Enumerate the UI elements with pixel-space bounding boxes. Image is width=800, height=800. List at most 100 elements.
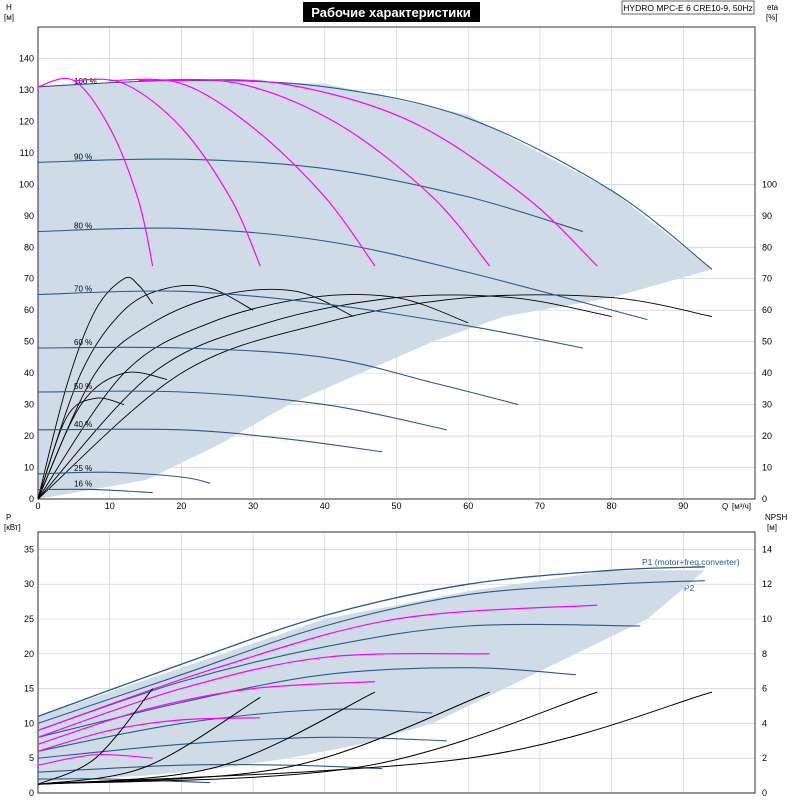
model-box [621, 0, 755, 15]
pump-count-curve [167, 79, 598, 267]
y2-tick-label: 14 [762, 544, 772, 554]
y-tick-label: 70 [24, 274, 34, 284]
pump-count-curve [37, 652, 490, 738]
y-tick-label: 35 [24, 544, 34, 554]
x-tick-label: 50 [391, 501, 401, 511]
y-tick-label: 60 [24, 305, 34, 315]
speed-curve [37, 346, 519, 406]
y2-tick-label: 4 [762, 718, 767, 728]
p2-series-label: P2 [684, 583, 695, 593]
x-tick-label: 30 [248, 501, 258, 511]
x-tick-label: 90 [678, 501, 688, 511]
x-tick-label: 80 [607, 501, 617, 511]
efficiency-curve [37, 294, 612, 500]
y-tick-label: 15 [24, 684, 34, 694]
y2-axis-unit-npsh: [м] [767, 523, 777, 532]
speed-curve [37, 158, 584, 233]
y-tick-label: 100 [19, 179, 34, 189]
y2-tick-label: 12 [762, 579, 772, 589]
x-tick-label: 10 [105, 501, 115, 511]
x-tick-label: 60 [463, 501, 473, 511]
y-axis-label-power: P [6, 513, 11, 522]
speed-curve-label: 60 % [74, 338, 92, 347]
chart-title: Рабочие характеристики [311, 5, 471, 20]
speed-curve-label: 70 % [74, 284, 92, 293]
speed-curve [37, 763, 383, 773]
speed-curve [37, 390, 447, 431]
y2-tick-label: 50 [762, 337, 772, 347]
y-tick-label: 25 [24, 614, 34, 624]
x-axis-unit: [м³/ч] [732, 502, 751, 511]
operating-envelope [38, 80, 712, 499]
efficiency-curve [37, 284, 254, 500]
y2-tick-label: 100 [762, 179, 777, 189]
y2-tick-label: 8 [762, 649, 767, 659]
y2-tick-label: 0 [762, 494, 767, 504]
y2-tick-label: 70 [762, 274, 772, 284]
pump-count-curve [37, 717, 261, 752]
y2-tick-label: 20 [762, 431, 772, 441]
plot-frame [37, 26, 756, 500]
y2-tick-label: 90 [762, 211, 772, 221]
y-tick-label: 50 [24, 337, 34, 347]
y-tick-label: 10 [24, 718, 34, 728]
speed-curve [37, 290, 584, 349]
pump-count-curve [37, 681, 376, 745]
y2-tick-label: 30 [762, 400, 772, 410]
y-tick-label: 20 [24, 431, 34, 441]
y2-tick-label: 0 [762, 788, 767, 798]
p1-curve [37, 566, 705, 718]
y-tick-label: 40 [24, 368, 34, 378]
speed-curve [37, 736, 447, 759]
speed-curve-label: 90 % [74, 152, 92, 161]
speed-curve [37, 708, 433, 752]
npsh-curve [37, 688, 154, 785]
pump-count-curve [37, 604, 598, 731]
power-plot: 0 5 10 15 20 25 30 35 0 2 4 6 8 10 12 14 [24, 531, 772, 798]
x-tick-label: 70 [535, 501, 545, 511]
y-axis-unit-power: [кВт] [4, 523, 21, 532]
y-tick-label: 0 [29, 788, 34, 798]
y2-tick-label: 40 [762, 368, 772, 378]
y2-tick-label: 10 [762, 614, 772, 624]
speed-curve-label: 100 % [74, 77, 97, 86]
y2-axis-label-npsh: NPSH [765, 513, 787, 522]
y-tick-label: 10 [24, 463, 34, 473]
y2-tick-label: 10 [762, 463, 772, 473]
p2-curve [37, 580, 705, 724]
speed-curve [37, 623, 641, 731]
y2-axis-unit-eta: [%] [766, 13, 778, 22]
y2-tick-label: 80 [762, 242, 772, 252]
y-tick-label: 30 [24, 400, 34, 410]
efficiency-curve [37, 288, 354, 500]
y-tick-label: 120 [19, 116, 34, 126]
npsh-curve [37, 691, 598, 785]
y-tick-label: 80 [24, 242, 34, 252]
speed-curve [37, 488, 153, 494]
speed-curve-label: 16 % [74, 480, 92, 489]
y-tick-label: 20 [24, 649, 34, 659]
npsh-curve [37, 696, 261, 785]
model-label: HYDRO MPC-E 6 CRE10-9, 50Hz [623, 3, 752, 13]
y2-tick-label: 2 [762, 753, 767, 763]
y-tick-label: 0 [29, 494, 34, 504]
y-tick-label: 140 [19, 53, 34, 63]
x-tick-label: 40 [320, 501, 330, 511]
speed-curve [37, 428, 383, 453]
efficiency-curve [37, 276, 154, 500]
speed-curve [37, 471, 211, 484]
y-tick-label: 130 [19, 85, 34, 95]
efficiency-curve [37, 371, 168, 500]
operating-envelope [38, 570, 705, 783]
y-tick-label: 30 [24, 579, 34, 589]
x-tick-label: 20 [176, 501, 186, 511]
title-banner [303, 2, 480, 22]
plot-frame [37, 531, 756, 794]
x-tick-label: 0 [35, 501, 40, 511]
p1-series-label: P1 (motor+freq.converter) [642, 557, 740, 567]
y-axis-unit-head: [м] [4, 13, 14, 22]
x-axis-label: Q [722, 502, 728, 511]
y2-tick-label: 60 [762, 305, 772, 315]
head-plot: 0102030405060708090100110120130140010203… [19, 26, 777, 511]
